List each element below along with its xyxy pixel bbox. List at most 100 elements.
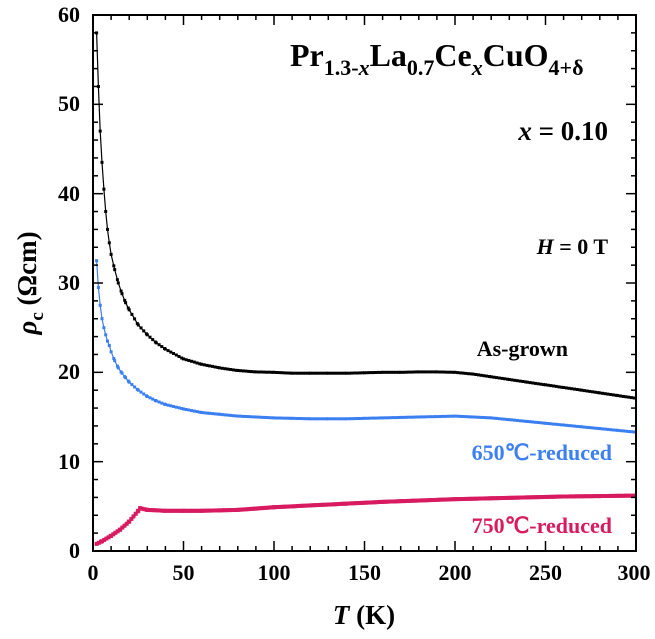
data-point (280, 504, 285, 509)
data-point (610, 493, 615, 498)
x-tick-label: 200 (439, 560, 472, 585)
data-point (96, 286, 100, 289)
data-point (205, 363, 209, 367)
data-point (198, 362, 202, 366)
data-point (540, 495, 545, 499)
data-point (392, 416, 395, 420)
data-point (319, 502, 324, 507)
data-point (458, 371, 462, 375)
data-point (579, 494, 583, 499)
data-point (438, 370, 442, 374)
data-point (200, 411, 204, 414)
data-point (115, 278, 119, 282)
data-point (166, 403, 170, 407)
data-point (270, 416, 274, 420)
data-point (226, 413, 230, 417)
data-point (304, 417, 308, 421)
data-point (127, 308, 131, 312)
data-point (435, 370, 439, 374)
data-point (479, 496, 484, 501)
data-point (188, 508, 192, 513)
data-point (291, 504, 296, 509)
data-point (154, 508, 158, 513)
data-point (515, 495, 520, 500)
data-point (619, 429, 623, 433)
data-point (562, 423, 566, 427)
data-point (142, 507, 147, 512)
data-point (357, 501, 362, 505)
data-point (218, 366, 222, 370)
series-label-750-reduced: 750℃-reduced (472, 513, 612, 538)
y-tick-label: 30 (58, 270, 80, 295)
data-point (617, 493, 622, 498)
data-point (326, 417, 330, 421)
data-point (98, 129, 102, 133)
data-point (310, 503, 315, 508)
data-point (230, 508, 235, 512)
y-tick-labels: 0 10 20 30 40 50 60 (58, 2, 80, 563)
data-point (582, 389, 586, 393)
data-point (485, 374, 489, 378)
data-point (554, 422, 558, 426)
data-point (265, 416, 269, 419)
data-point (201, 508, 206, 513)
data-point (560, 385, 564, 389)
data-point (572, 494, 577, 499)
data-point (95, 259, 99, 263)
data-point (453, 370, 457, 374)
data-point (525, 420, 529, 423)
data-point (308, 503, 313, 508)
data-point (304, 503, 309, 508)
data-point (104, 210, 108, 213)
data-point (392, 370, 395, 374)
data-point (574, 494, 579, 499)
data-point (368, 416, 372, 420)
data-point (580, 425, 584, 429)
data-point (163, 347, 167, 351)
data-point (208, 411, 212, 415)
data-point (601, 427, 604, 431)
data-point (277, 416, 281, 420)
data-point (94, 541, 99, 546)
data-point (438, 415, 442, 418)
data-point (285, 504, 289, 509)
data-point (282, 504, 287, 509)
data-point (428, 370, 432, 374)
data-point (521, 380, 525, 383)
data-point (471, 372, 475, 376)
data-point (616, 428, 620, 432)
data-point (212, 508, 217, 513)
data-point (621, 394, 625, 398)
data-point (102, 326, 106, 330)
data-point (453, 497, 457, 502)
data-point (573, 424, 576, 428)
data-point (531, 495, 536, 500)
data-point (606, 392, 610, 396)
data-point (558, 494, 562, 499)
y-tick-label: 10 (58, 449, 80, 474)
data-point (145, 333, 149, 337)
data-point (534, 420, 537, 424)
data-point (374, 500, 379, 505)
data-point (332, 371, 336, 375)
data-point (365, 416, 369, 420)
data-point (295, 504, 300, 508)
data-point (332, 417, 336, 421)
data-point (270, 370, 274, 374)
data-point (361, 416, 365, 420)
data-point (340, 501, 345, 506)
data-point (407, 415, 411, 419)
data-point (567, 386, 571, 390)
x-tick-label: 150 (348, 560, 381, 585)
data-point (461, 497, 466, 501)
data-point (604, 494, 609, 498)
data-point (154, 399, 158, 403)
data-point (100, 317, 104, 321)
data-point (231, 414, 235, 418)
series-layer (94, 31, 637, 546)
data-point (145, 395, 149, 398)
doping-annotation: x = 0.10 (517, 116, 608, 146)
data-point (151, 338, 155, 342)
data-point (417, 415, 421, 419)
data-point (464, 415, 468, 419)
